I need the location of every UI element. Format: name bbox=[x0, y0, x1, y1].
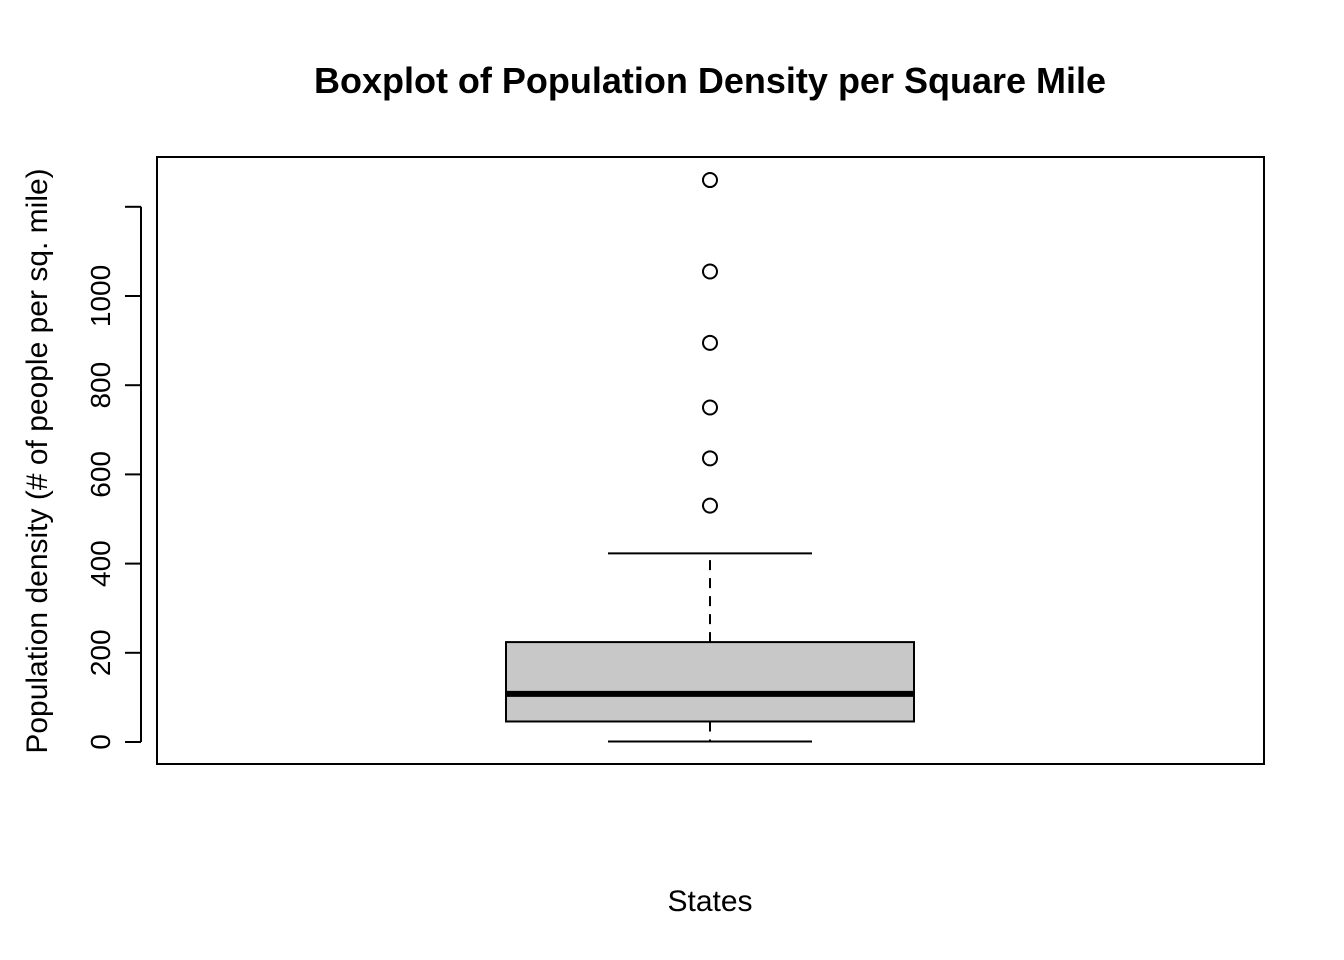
y-axis: 0 200 400 600 800 1000 bbox=[85, 205, 142, 750]
outlier-point bbox=[702, 263, 718, 280]
y-tick-label: 0 bbox=[85, 734, 116, 750]
y-tick-label: 200 bbox=[85, 629, 116, 676]
y-tick-label: 800 bbox=[85, 362, 116, 409]
outlier-point bbox=[702, 172, 718, 189]
iqr-box bbox=[505, 641, 915, 723]
outlier-point bbox=[702, 450, 718, 467]
outlier-point bbox=[702, 399, 718, 416]
y-tick-label: 1000 bbox=[85, 265, 116, 327]
chart-title: Boxplot of Population Density per Square… bbox=[314, 60, 1106, 101]
y-axis-label: Population density (# of people per sq. … bbox=[21, 168, 54, 753]
y-tick-label: 400 bbox=[85, 540, 116, 587]
y-tick-label: 600 bbox=[85, 451, 116, 498]
x-axis-label: States bbox=[667, 885, 752, 918]
outlier-group bbox=[702, 172, 718, 514]
outlier-point bbox=[702, 497, 718, 514]
box-group bbox=[505, 552, 915, 743]
outlier-point bbox=[702, 334, 718, 351]
plot-frame bbox=[156, 156, 1265, 765]
